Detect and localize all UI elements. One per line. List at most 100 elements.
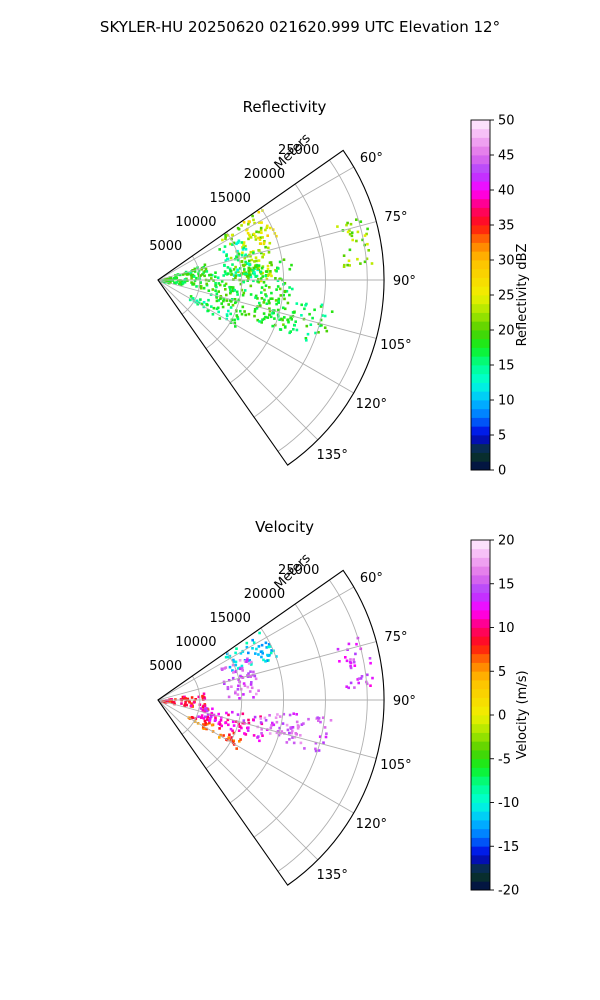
reflectivity-echo-cell <box>215 295 218 298</box>
reflectivity-echo-cell <box>262 253 266 256</box>
reflectivity-echo-region <box>242 209 278 245</box>
velocity-echo-cell <box>200 716 203 719</box>
reflectivity-echo-cell <box>350 231 354 234</box>
velocity-echo-cell <box>256 736 259 739</box>
reflectivity-echo-cell <box>221 305 225 309</box>
reflectivity-colorbar-tick-label: 15 <box>498 359 515 374</box>
reflectivity-echo-cell <box>253 260 256 263</box>
reflectivity-echo-cell <box>224 282 228 286</box>
velocity-echo-cell <box>197 715 200 718</box>
velocity-echo-cell <box>227 713 230 717</box>
velocity-azimuth-spoke <box>157 586 354 701</box>
velocity-echo-cell <box>316 716 319 719</box>
reflectivity-echo-cell <box>231 243 234 246</box>
velocity-echo-cell <box>269 726 273 730</box>
reflectivity-echo-cell <box>218 283 222 287</box>
reflectivity-echo-cell <box>197 301 201 305</box>
reflectivity-echo-cell <box>223 245 227 248</box>
velocity-echo-cell <box>264 660 267 663</box>
reflectivity-echo-cell <box>209 273 213 277</box>
velocity-colorbar-tick-label: 0 <box>498 709 506 724</box>
velocity-echo-cell <box>258 631 261 635</box>
reflectivity-colorbar-segment <box>471 382 490 392</box>
reflectivity-echo-cell <box>244 248 248 251</box>
velocity-echo-cell <box>205 722 209 726</box>
velocity-echo-cell <box>203 719 207 723</box>
reflectivity-echo-cell <box>366 227 369 231</box>
reflectivity-echo-cell <box>262 281 266 284</box>
velocity-echo-cell <box>269 645 272 648</box>
velocity-colorbar-segment <box>471 653 490 663</box>
reflectivity-echo-cell <box>228 285 231 289</box>
reflectivity-echo-cell <box>279 328 283 331</box>
reflectivity-echo-cell <box>267 246 270 250</box>
reflectivity-echo-cell <box>325 329 329 333</box>
reflectivity-echo-cell <box>260 286 264 289</box>
reflectivity-echo-cell <box>347 259 351 263</box>
reflectivity-echo-cell <box>259 277 263 280</box>
reflectivity-azimuth-tick-label: 135° <box>317 448 348 463</box>
reflectivity-echo-cell <box>195 276 198 280</box>
reflectivity-echo-cell <box>269 261 273 264</box>
reflectivity-echo-cell <box>283 282 287 285</box>
velocity-colorbar-segment <box>471 618 490 628</box>
velocity-echo-cell <box>237 722 241 726</box>
reflectivity-echo-cell <box>195 299 199 303</box>
reflectivity-echo-cell <box>186 272 190 276</box>
velocity-echo-cell <box>347 686 350 690</box>
reflectivity-echo-cell <box>304 304 307 307</box>
reflectivity-echo-cell <box>330 310 334 313</box>
reflectivity-echo-cell <box>275 234 278 238</box>
reflectivity-echo-cell <box>165 279 168 282</box>
velocity-echo-cell <box>279 732 282 735</box>
reflectivity-colorbar-segment <box>471 426 490 436</box>
velocity-colorbar-segment <box>471 688 490 698</box>
velocity-echo-cell <box>202 692 206 696</box>
velocity-echo-cell <box>318 735 322 738</box>
velocity-echo-cell <box>353 664 357 667</box>
reflectivity-range-tick-label: 25000 <box>278 143 319 158</box>
velocity-colorbar-tick-label: 5 <box>498 665 506 680</box>
velocity-echo-cell <box>368 657 372 660</box>
reflectivity-colorbar-segment <box>471 216 490 226</box>
reflectivity-echo-cell <box>269 315 273 319</box>
reflectivity-colorbar-segment <box>471 365 490 375</box>
reflectivity-colorbar-label: Reflectivity dBZ <box>515 244 530 347</box>
velocity-echo-cell <box>242 719 246 722</box>
velocity-echo-cell <box>261 734 264 737</box>
reflectivity-echo-cell <box>233 288 236 292</box>
velocity-echo-cell <box>267 643 271 646</box>
reflectivity-echo-cell <box>195 285 198 288</box>
velocity-echo-cell <box>218 723 222 726</box>
reflectivity-panel: Reflectivity500010000150002000025000Mete… <box>149 98 530 479</box>
reflectivity-echo-cell <box>215 307 219 311</box>
reflectivity-echo-cell <box>207 309 210 312</box>
velocity-colorbar-tick-label: -10 <box>498 796 519 811</box>
reflectivity-echo-cell <box>212 279 215 282</box>
velocity-echo-cell <box>239 652 243 655</box>
reflectivity-echo-cell <box>243 256 247 260</box>
reflectivity-echo-cell <box>263 240 266 243</box>
velocity-echo-cell <box>185 703 188 707</box>
velocity-echo-cell <box>189 704 193 708</box>
reflectivity-echo-cell <box>236 293 239 296</box>
velocity-echo-cell <box>241 669 244 672</box>
reflectivity-echo-cell <box>222 250 226 254</box>
reflectivity-echo-cell <box>200 302 204 306</box>
velocity-echo-cell <box>231 676 235 680</box>
reflectivity-colorbar-tick-label: 20 <box>498 324 515 339</box>
reflectivity-echo-region <box>269 297 334 342</box>
reflectivity-echo-cell <box>253 314 256 318</box>
reflectivity-range-ring <box>277 159 368 452</box>
velocity-echo-cell <box>234 663 238 667</box>
reflectivity-range-tick-label: 20000 <box>244 167 285 182</box>
velocity-echo-cell <box>184 697 187 700</box>
reflectivity-echo-cell <box>227 303 230 306</box>
reflectivity-echo-cell <box>314 331 317 335</box>
reflectivity-echo-cell <box>319 305 323 308</box>
reflectivity-echo-cell <box>323 314 327 318</box>
velocity-colorbar-segment <box>471 557 490 567</box>
reflectivity-echo-cell <box>232 274 236 277</box>
velocity-colorbar-tick-label: -5 <box>498 752 511 767</box>
reflectivity-echo-cell <box>243 289 247 292</box>
